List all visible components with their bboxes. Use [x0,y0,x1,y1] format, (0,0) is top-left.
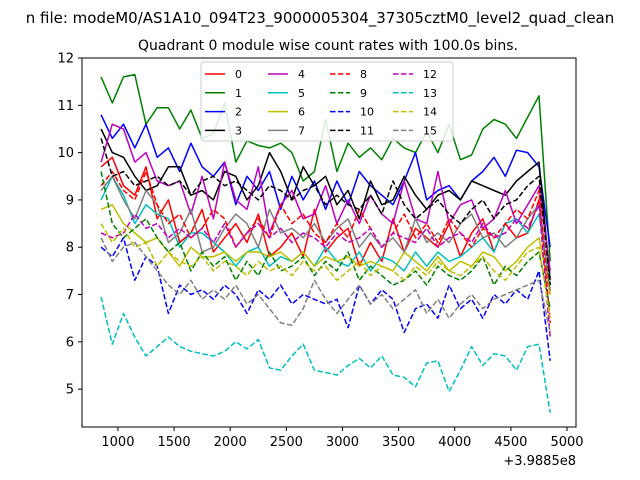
y-tick-label: 10 [57,146,74,161]
series-line-13 [100,296,551,413]
legend-label-1: 1 [235,87,242,100]
legend-label-3: 3 [235,124,242,137]
legend-label-8: 8 [360,68,367,81]
series-line-5 [100,175,551,286]
legend-label-10: 10 [360,106,374,119]
y-tick-label: 7 [66,288,74,303]
series-line-12 [100,203,551,338]
x-axis-offset-text: +3.9885e8 [503,454,576,469]
plot-frame [81,57,577,428]
legend-label-13: 13 [423,87,437,100]
y-tick-label: 5 [66,383,74,398]
x-tick-label: 4500 [494,435,527,450]
series-line-14 [100,223,551,319]
legend-label-11: 11 [360,124,374,137]
series-line-0 [100,156,551,295]
series-line-9 [100,171,551,309]
x-tick-label: 2000 [214,435,247,450]
legend-label-7: 7 [298,124,305,137]
y-tick-label: 12 [57,52,74,67]
series-line-3 [100,128,551,281]
series-layer [100,73,551,413]
series-line-15 [100,237,551,333]
x-tick-label: 2500 [270,435,303,450]
y-tick-label: 6 [66,335,74,350]
series-line-4 [100,123,551,271]
legend-label-12: 12 [423,68,437,81]
legend-label-4: 4 [298,68,305,81]
legend-label-6: 6 [298,106,305,119]
legend-label-0: 0 [235,68,242,81]
y-tick-label: 8 [66,241,74,256]
series-line-11 [100,138,551,286]
x-tick-label: 4000 [438,435,471,450]
legend-label-15: 15 [423,124,437,137]
legend-box [200,61,454,142]
x-tick-label: 5000 [550,435,583,450]
x-tick-label: 3500 [382,435,415,450]
x-tick-label: 1000 [101,435,134,450]
x-tick-label: 1500 [158,435,191,450]
legend-label-5: 5 [298,87,305,100]
chart-title: Quadrant 0 module wise count rates with … [138,38,518,54]
series-line-8 [100,170,551,323]
legend-label-9: 9 [360,87,367,100]
legend-label-14: 14 [423,106,437,119]
series-line-10 [100,237,551,361]
x-axis: 1000 1500 2000 2500 3000 3500 4000 4500 5000 [101,427,584,450]
y-axis: 5 6 7 8 9 10 11 12 [57,52,82,398]
legend-label-2: 2 [235,106,242,119]
y-tick-label: 9 [66,193,74,208]
x-tick-label: 3000 [326,435,359,450]
series-line-2 [100,114,551,248]
y-tick-label: 11 [57,99,74,114]
series-line-6 [100,203,551,295]
figure-suptitle: n file: modeM0/AS1A10_094T23_9000005304_… [26,9,615,28]
